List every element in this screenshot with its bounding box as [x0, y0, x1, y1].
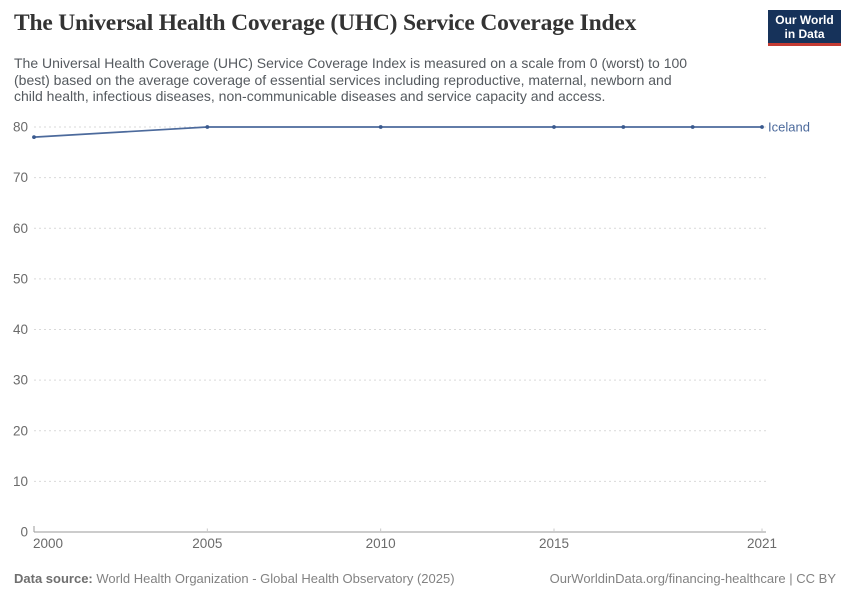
data-point[interactable] — [552, 125, 556, 129]
y-tick-label: 0 — [20, 525, 28, 540]
y-tick-label: 40 — [13, 322, 28, 337]
series-line[interactable] — [33, 126, 762, 138]
series-entity-label[interactable]: Iceland — [768, 120, 810, 135]
x-tick-label: 2021 — [747, 536, 777, 551]
owid-logo-line2: in Data — [784, 26, 825, 41]
data-point[interactable] — [32, 135, 36, 140]
y-tick-label: 70 — [13, 170, 28, 185]
data-point[interactable] — [621, 125, 626, 129]
citation-link[interactable]: OurWorldinData.org/financing-healthcare … — [549, 571, 836, 586]
x-tick-label: 2000 — [33, 536, 63, 551]
owid-logo-line1: Our World — [775, 12, 834, 27]
x-tick-label: 2010 — [366, 536, 396, 551]
chart-title: The Universal Health Coverage (UHC) Serv… — [14, 10, 637, 36]
data-source-note: Data source: World Health Organization -… — [14, 571, 455, 586]
data-point[interactable] — [760, 125, 764, 129]
x-tick-label: 2005 — [192, 536, 222, 551]
data-source-label: Data source: — [14, 571, 93, 586]
data-source-value: World Health Organization - Global Healt… — [96, 571, 455, 586]
y-tick-label: 30 — [13, 373, 28, 388]
y-tick-label: 80 — [13, 120, 28, 135]
data-point[interactable] — [378, 125, 383, 129]
y-tick-label: 10 — [13, 474, 28, 489]
owid-logo[interactable]: Our World in Data — [768, 10, 841, 46]
data-point[interactable] — [690, 125, 695, 129]
x-tick-label: 2015 — [539, 536, 569, 551]
y-tick-label: 60 — [13, 221, 28, 236]
y-tick-label: 50 — [13, 271, 28, 286]
chart-subtitle: The Universal Health Coverage (UHC) Serv… — [14, 55, 688, 104]
y-tick-label: 20 — [13, 423, 28, 438]
data-point[interactable] — [205, 125, 210, 129]
